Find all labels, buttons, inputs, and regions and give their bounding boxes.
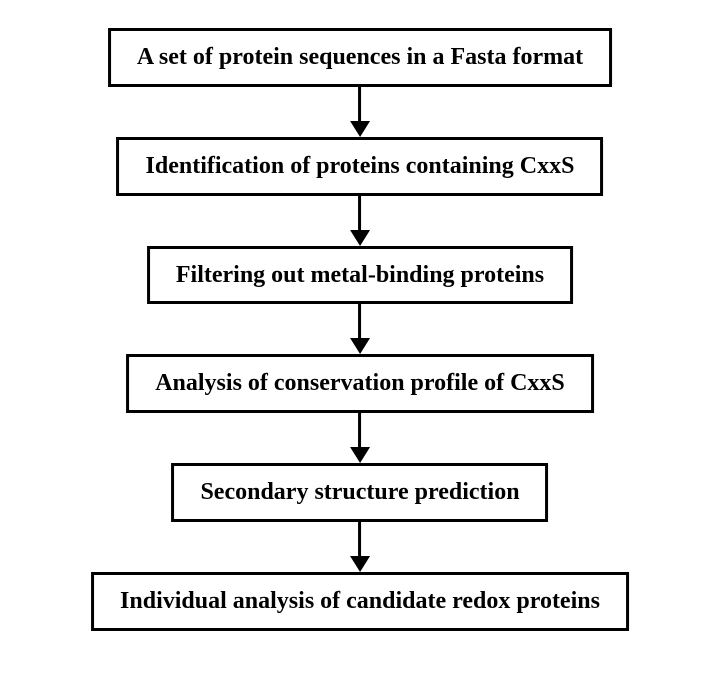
flow-arrow (350, 304, 370, 354)
node-label: A set of protein sequences in a Fasta fo… (137, 44, 583, 70)
flow-arrow (350, 413, 370, 463)
flow-node-conservation-analysis: Analysis of conservation profile of CxxS (126, 354, 594, 413)
node-label: Identification of proteins containing Cx… (146, 153, 575, 179)
flow-arrow (350, 87, 370, 137)
flow-arrow (350, 522, 370, 572)
node-label: Filtering out metal-binding proteins (176, 262, 544, 288)
flow-node-secondary-structure: Secondary structure prediction (171, 463, 548, 522)
flowchart-container: A set of protein sequences in a Fasta fo… (91, 28, 629, 631)
node-label: Secondary structure prediction (200, 479, 519, 505)
flow-node-input-sequences: A set of protein sequences in a Fasta fo… (108, 28, 612, 87)
flow-node-filter-metal-binding: Filtering out metal-binding proteins (147, 246, 573, 305)
flow-node-individual-analysis: Individual analysis of candidate redox p… (91, 572, 629, 631)
flow-node-identify-cxxs: Identification of proteins containing Cx… (117, 137, 604, 196)
flow-arrow (350, 196, 370, 246)
node-label: Analysis of conservation profile of CxxS (155, 370, 565, 396)
node-label: Individual analysis of candidate redox p… (120, 588, 600, 614)
